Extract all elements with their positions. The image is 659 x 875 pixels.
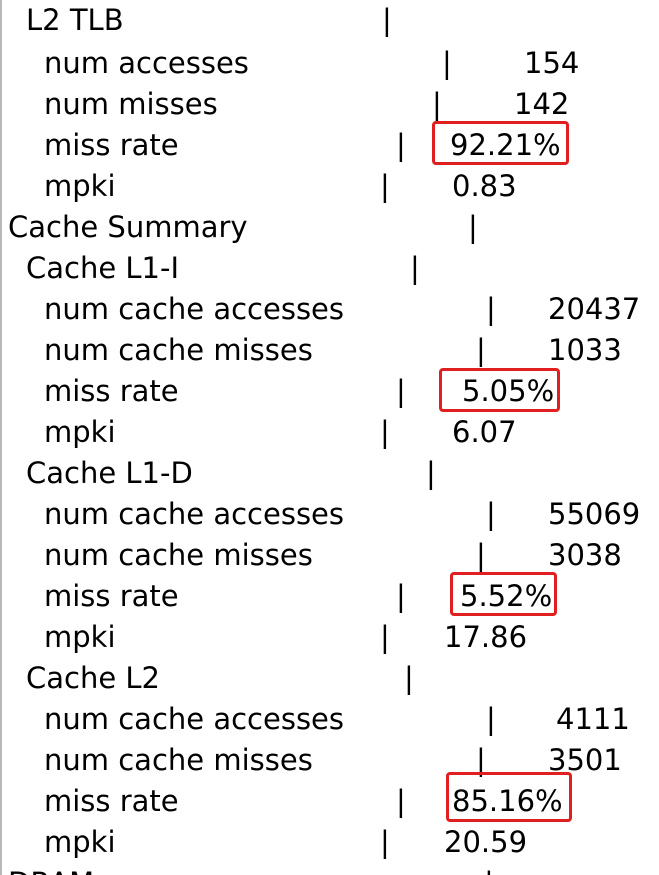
stat-value: 3038 (548, 538, 622, 572)
column-separator: | (382, 3, 392, 37)
column-separator: | (486, 702, 496, 736)
stat-value: 5.05% (462, 374, 555, 408)
stat-row: num misses | 142 (0, 84, 659, 125)
stat-value: 85.16% (452, 784, 563, 818)
row-label: L2 TLB (26, 3, 124, 37)
stat-row: mpki | 20.59 (0, 822, 659, 863)
column-separator: | (486, 292, 496, 326)
column-separator: | (476, 333, 486, 367)
stat-row-miss-rate: miss rate | 5.05% (0, 368, 659, 412)
stat-value: 154 (524, 46, 580, 80)
row-label: num cache accesses (44, 497, 344, 531)
section-header-cache-l2: Cache L2 | (0, 658, 659, 699)
left-border (0, 0, 2, 875)
section-header-dram: DRAM | (0, 863, 659, 875)
row-label: miss rate (44, 128, 179, 162)
stat-row: num cache accesses | 4111 (0, 699, 659, 740)
column-separator: | (404, 661, 414, 695)
row-label: Cache L1-I (26, 251, 180, 285)
stat-row: num accesses | 154 (0, 43, 659, 84)
stat-value: 6.07 (452, 415, 517, 449)
section-header-cache-summary: Cache Summary | (0, 207, 659, 248)
row-label: mpki (44, 415, 116, 449)
stat-value: 0.83 (452, 169, 517, 203)
row-label: miss rate (44, 579, 179, 613)
stat-row-miss-rate: miss rate | 92.21% (0, 121, 659, 166)
column-separator: | (396, 128, 406, 162)
row-label: num accesses (44, 46, 249, 80)
column-separator: | (380, 169, 390, 203)
column-separator: | (396, 579, 406, 613)
row-label: num cache accesses (44, 292, 344, 326)
section-header-l2-tlb: L2 TLB | (0, 0, 659, 41)
row-label: num cache misses (44, 538, 313, 572)
column-separator: | (410, 251, 420, 285)
stat-row: num cache accesses | 55069 (0, 494, 659, 535)
column-separator: | (426, 456, 436, 490)
row-label: DRAM (8, 863, 94, 875)
stat-row: mpki | 17.86 (0, 617, 659, 658)
stat-value: 142 (514, 87, 570, 121)
stat-value: 92.21% (450, 128, 561, 162)
row-label: mpki (44, 620, 116, 654)
column-separator: | (486, 497, 496, 531)
stat-value: 17.86 (444, 620, 528, 654)
column-separator: | (396, 784, 406, 818)
column-separator: | (380, 620, 390, 654)
column-separator: | (484, 863, 494, 875)
stat-row-miss-rate: miss rate | 85.16% (0, 772, 659, 822)
stat-value: 20.59 (444, 825, 528, 859)
section-header-cache-l1-d: Cache L1-D | (0, 453, 659, 494)
section-header-cache-l1-i: Cache L1-I | (0, 248, 659, 289)
stat-row: mpki | 6.07 (0, 412, 659, 453)
row-label: mpki (44, 825, 116, 859)
stat-row: num cache misses | 1033 (0, 330, 659, 371)
stat-row: num cache misses | 3501 (0, 740, 659, 781)
row-label: num cache accesses (44, 702, 344, 736)
column-separator: | (442, 46, 452, 80)
column-separator: | (476, 743, 486, 777)
row-label: num misses (44, 87, 218, 121)
stat-row: mpki | 0.83 (0, 166, 659, 207)
column-separator: | (476, 538, 486, 572)
column-separator: | (432, 87, 442, 121)
row-label: mpki (44, 169, 116, 203)
row-label: Cache Summary (8, 210, 248, 244)
stat-value: 3501 (548, 743, 622, 777)
stat-value: 1033 (548, 333, 622, 367)
stat-value: 4111 (556, 702, 630, 736)
row-label: miss rate (44, 374, 179, 408)
stat-value: 55069 (548, 497, 641, 531)
stat-value: 20437 (548, 292, 641, 326)
row-label: num cache misses (44, 743, 313, 777)
column-separator: | (380, 415, 390, 449)
column-separator: | (380, 825, 390, 859)
row-label: miss rate (44, 784, 179, 818)
stat-row: num cache accesses | 20437 (0, 289, 659, 330)
row-label: Cache L2 (26, 661, 161, 695)
stat-row-miss-rate: miss rate | 5.52% (0, 572, 659, 617)
row-label: num cache misses (44, 333, 313, 367)
stat-value: 5.52% (460, 579, 553, 613)
stat-row: num cache misses | 3038 (0, 535, 659, 576)
column-separator: | (396, 374, 406, 408)
column-separator: | (468, 210, 478, 244)
row-label: Cache L1-D (26, 456, 193, 490)
